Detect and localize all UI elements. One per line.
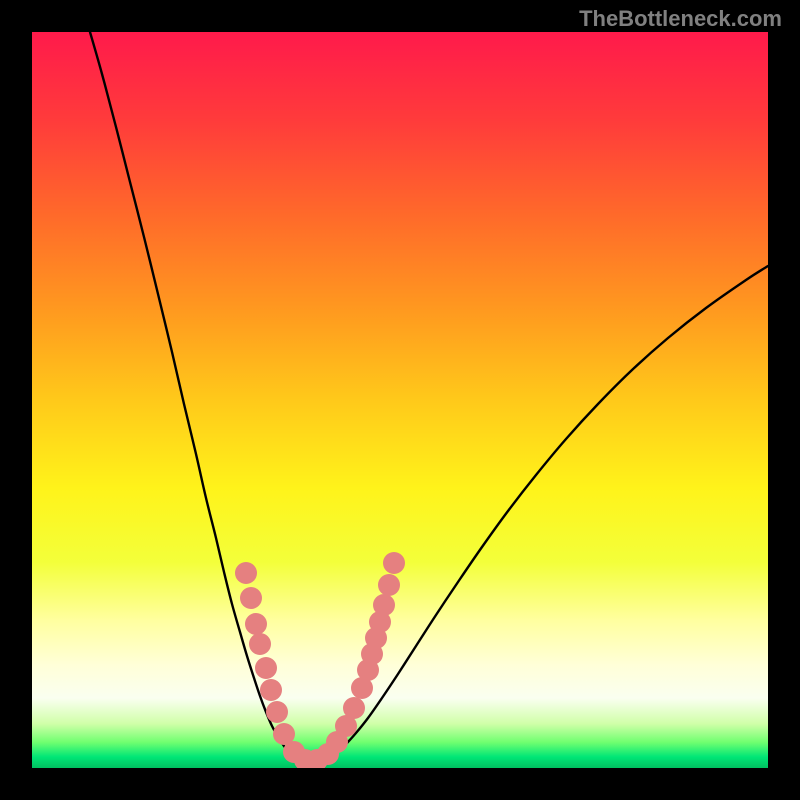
plot-area bbox=[32, 32, 768, 768]
data-marker bbox=[383, 552, 405, 574]
data-marker bbox=[266, 701, 288, 723]
data-marker bbox=[235, 562, 257, 584]
data-marker bbox=[260, 679, 282, 701]
data-marker bbox=[245, 613, 267, 635]
data-marker bbox=[343, 697, 365, 719]
gradient-background bbox=[32, 32, 768, 768]
data-marker bbox=[373, 594, 395, 616]
watermark-text: TheBottleneck.com bbox=[579, 6, 782, 32]
data-marker bbox=[240, 587, 262, 609]
chart-svg bbox=[32, 32, 768, 768]
data-marker bbox=[378, 574, 400, 596]
data-marker bbox=[249, 633, 271, 655]
data-marker bbox=[255, 657, 277, 679]
